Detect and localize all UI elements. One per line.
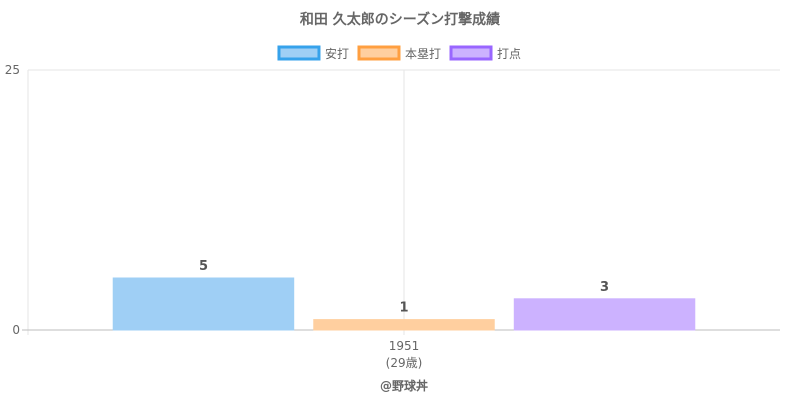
legend-label-1: 本塁打 — [405, 47, 441, 61]
bar-1-0[interactable] — [313, 319, 495, 331]
legend-label-2: 打点 — [497, 47, 521, 61]
y-tick-label-1: 25 — [5, 63, 20, 77]
data-label-0-0: 5 — [199, 259, 208, 274]
data-label-2-0: 3 — [600, 280, 609, 295]
bar-0-0[interactable] — [112, 277, 295, 331]
data-label-1-0: 1 — [399, 301, 408, 316]
chart-bars — [112, 277, 696, 331]
legend-swatch-0 — [277, 45, 321, 61]
chart-data-labels: 5 1 3 — [199, 259, 609, 316]
legend-item-0[interactable]: 安打 — [277, 45, 349, 61]
x-tick-sublabel-0: (29歳) — [386, 356, 423, 370]
legend-swatch-2 — [449, 45, 493, 61]
chart-grid — [27, 69, 780, 335]
bar-2-0[interactable] — [513, 298, 696, 331]
legend-item-1[interactable]: 本塁打 — [357, 45, 441, 61]
x-tick-label-0: 1951 — [389, 339, 420, 353]
legend-label-0: 安打 — [325, 46, 349, 61]
chart-title: 和田 久太郎のシーズン打撃成績 — [300, 11, 500, 28]
legend-swatch-1 — [357, 45, 401, 61]
footer-credit: @野球丼 — [380, 378, 428, 393]
y-tick-label-0: 0 — [12, 323, 20, 337]
chart-legend[interactable]: 安打 本塁打 打点 — [277, 45, 521, 61]
legend-item-2[interactable]: 打点 — [449, 45, 521, 61]
